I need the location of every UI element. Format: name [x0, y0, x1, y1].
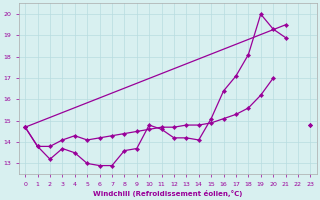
X-axis label: Windchill (Refroidissement éolien,°C): Windchill (Refroidissement éolien,°C) [93, 190, 243, 197]
